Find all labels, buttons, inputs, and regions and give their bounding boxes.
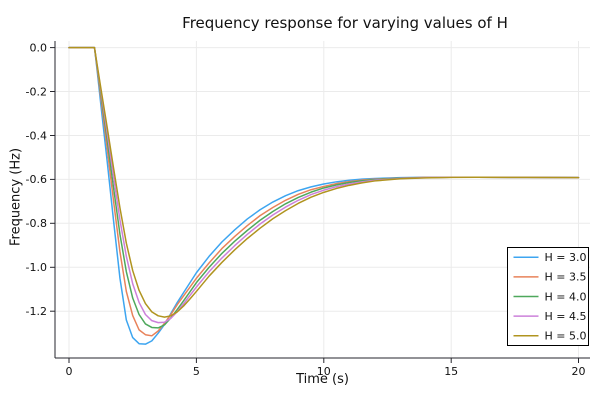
series-layer [68, 46, 580, 345]
x-axis-label: Time (s) [296, 372, 349, 387]
axes-layer [50, 41, 590, 363]
y-tick-label: 0.0 [30, 41, 48, 54]
legend-label: H = 3.5 [545, 271, 587, 284]
series-line-H=5.0 [68, 46, 580, 318]
x-tick-label: 5 [193, 365, 200, 378]
y-tick-label: -1.0 [26, 261, 47, 274]
series-line-H=3.0 [68, 46, 580, 345]
x-tick-label: 20 [572, 365, 586, 378]
series-line-H=4.5 [68, 46, 580, 324]
y-tick-label: -0.4 [26, 129, 47, 142]
legend-label: H = 5.0 [545, 330, 587, 343]
legend: H = 3.0 H = 3.5 H = 4.0 H = 4.5 H = 5.0 [507, 247, 589, 346]
y-tick-label: -0.6 [26, 173, 47, 186]
y-axis-label: Frequency (Hz) [8, 147, 24, 247]
legend-label: H = 3.0 [545, 251, 587, 264]
x-tick-label: 0 [66, 365, 73, 378]
legend-label: H = 4.0 [545, 290, 587, 303]
y-tick-label: -0.2 [26, 85, 47, 98]
x-tick-label: 15 [444, 365, 458, 378]
series-line-H=4.0 [68, 46, 580, 329]
legend-label: H = 4.5 [545, 310, 587, 323]
tick-label-layer: 0 5 10 15 20 0.0 -0.2 -0.4 -0.6 -0.8 -1.0 -1.2 [26, 41, 586, 378]
x-tick-label: 10 [317, 365, 331, 378]
y-tick-label: -1.2 [26, 305, 47, 318]
chart-title: Frequency response for varying values of… [182, 14, 508, 32]
y-tick-label: -0.8 [26, 217, 47, 230]
